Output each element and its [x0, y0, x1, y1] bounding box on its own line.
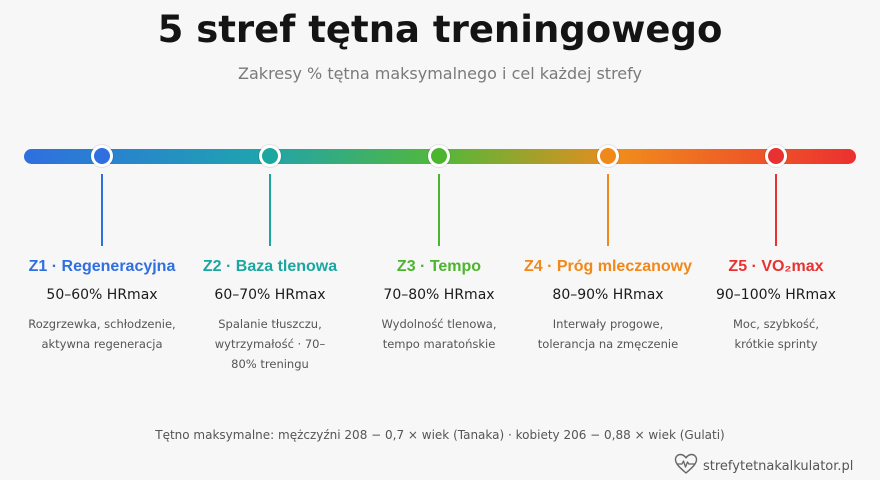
zone-card-z2: Z2 · Baza tlenowa 60–70% HRmax Spalanie …	[185, 258, 355, 374]
zone-description: Moc, szybkość, krótkie sprinty	[733, 317, 819, 351]
zone-marker-z1	[91, 145, 113, 167]
zone-range: 90–100% HRmax	[715, 287, 837, 303]
zone-marker-z3	[428, 145, 450, 167]
zone-name: Z3 · Tempo	[396, 258, 482, 275]
zone-card-z5: Z5 · VO₂max 90–100% HRmax Moc, szybkość,…	[691, 258, 861, 354]
brand-name: strefytetnakalkulator.pl	[703, 458, 854, 474]
zone-range: 70–80% HRmax	[383, 287, 495, 303]
zone-marker-z4	[597, 145, 619, 167]
zone-description: Spalanie tłuszczu, wytrzymałość · 70–80%…	[214, 317, 326, 371]
zone-connector-z4	[607, 174, 609, 246]
zone-range: 80–90% HRmax	[552, 287, 664, 303]
brand-logo: strefytetnakalkulator.pl	[674, 453, 854, 479]
zone-range: 60–70% HRmax	[214, 287, 326, 303]
zone-connector-z5	[775, 174, 777, 246]
zone-description: Wydolność tlenowa, tempo maratońskie	[381, 317, 497, 351]
zone-description: Rozgrzewka, schłodzenie, aktywna regener…	[28, 317, 176, 351]
zone-connector-z2	[269, 174, 271, 246]
zone-marker-z5	[765, 145, 787, 167]
zone-name: Z2 · Baza tlenowa	[202, 258, 338, 275]
page-subtitle: Zakresy % tętna maksymalnego i cel każde…	[238, 64, 642, 83]
zone-description: Interwały progowe, tolerancja na zmęczen…	[537, 317, 679, 351]
page-title: 5 stref tętna treningowego	[157, 8, 723, 51]
zone-card-z3: Z3 · Tempo 70–80% HRmax Wydolność tlenow…	[354, 258, 524, 354]
zone-connector-z3	[438, 174, 440, 246]
zone-name: Z1 · Regeneracyjna	[28, 258, 176, 275]
zone-card-z4: Z4 · Próg mleczanowy 80–90% HRmax Interw…	[523, 258, 693, 354]
heart-pulse-icon	[674, 453, 698, 479]
zone-card-z1: Z1 · Regeneracyjna 50–60% HRmax Rozgrzew…	[17, 258, 187, 354]
zone-name: Z5 · VO₂max	[728, 258, 824, 275]
zone-connector-z1	[101, 174, 103, 246]
hrmax-formula-note: Tętno maksymalne: mężczyźni 208 − 0,7 × …	[155, 428, 725, 442]
zone-name: Z4 · Próg mleczanowy	[523, 258, 693, 275]
zone-marker-z2	[259, 145, 281, 167]
zone-range: 50–60% HRmax	[46, 287, 158, 303]
